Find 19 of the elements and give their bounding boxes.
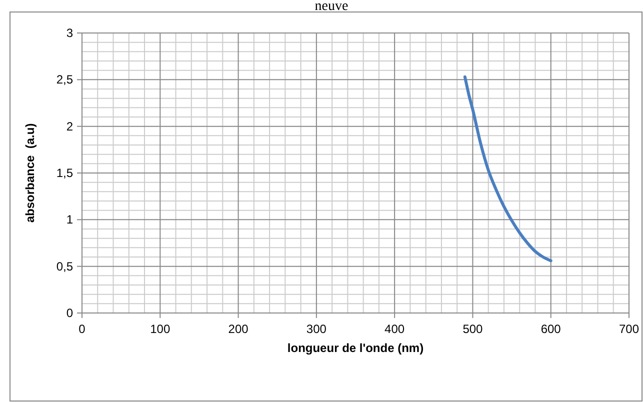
line-series (463, 75, 552, 262)
y-tick-label: 2 (66, 119, 74, 134)
x-tick-label: 200 (228, 322, 249, 336)
y-tick-label: 3 (66, 26, 74, 40)
y-axis-title: absorbance (a.u) (23, 123, 37, 223)
y-tick-label: 0,5 (56, 259, 74, 274)
y-tick-label: 0 (66, 306, 74, 320)
x-tick-label: 300 (306, 322, 327, 336)
x-tick-label: 500 (462, 322, 484, 336)
chart-title: neuve (314, 0, 348, 14)
x-tick-label: 600 (540, 322, 562, 336)
y-tick-label: 1,5 (56, 166, 74, 180)
x-axis-title: longueur de l'onde (nm) (287, 341, 424, 355)
x-tick-label: 0 (78, 322, 86, 336)
y-tick-label: 2,5 (56, 72, 74, 87)
y-tick-label: 1 (66, 212, 74, 227)
x-tick-label: 100 (150, 322, 170, 336)
x-tick-label: 700 (618, 322, 640, 336)
x-tick-label: 400 (384, 322, 405, 336)
